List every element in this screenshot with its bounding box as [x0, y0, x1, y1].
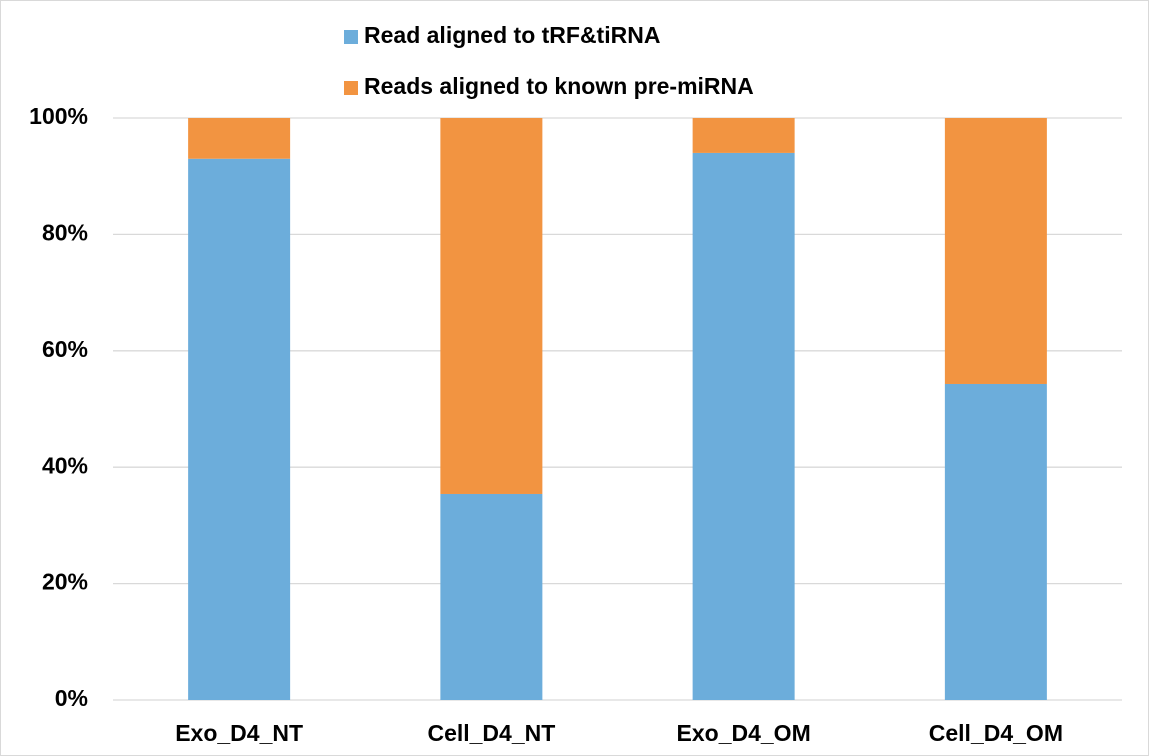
y-tick-label: 80% — [42, 219, 88, 245]
x-tick-label: Exo_D4_OM — [677, 720, 811, 746]
bar-segment — [944, 383, 1047, 700]
legend-swatch — [344, 81, 358, 95]
bar-segment — [188, 158, 291, 701]
bar-segment — [692, 118, 795, 153]
y-tick-label: 0% — [55, 685, 88, 711]
legend-label: Read aligned to tRF&tiRNA — [364, 22, 660, 48]
bar-segment — [440, 493, 543, 700]
legend-swatch — [344, 30, 358, 44]
x-tick-label: Exo_D4_NT — [175, 720, 303, 746]
bar-segment — [440, 118, 543, 494]
x-tick-label: Cell_D4_NT — [427, 720, 555, 746]
y-tick-label: 20% — [42, 569, 88, 595]
bar-segment — [944, 118, 1047, 384]
bar-segment — [188, 118, 291, 159]
x-tick-label: Cell_D4_OM — [929, 720, 1063, 746]
y-tick-label: 40% — [42, 452, 88, 478]
legend-label: Reads aligned to known pre-miRNA — [364, 73, 754, 99]
y-tick-label: 100% — [29, 103, 88, 129]
bar-segment — [692, 152, 795, 701]
y-tick-label: 60% — [42, 336, 88, 362]
